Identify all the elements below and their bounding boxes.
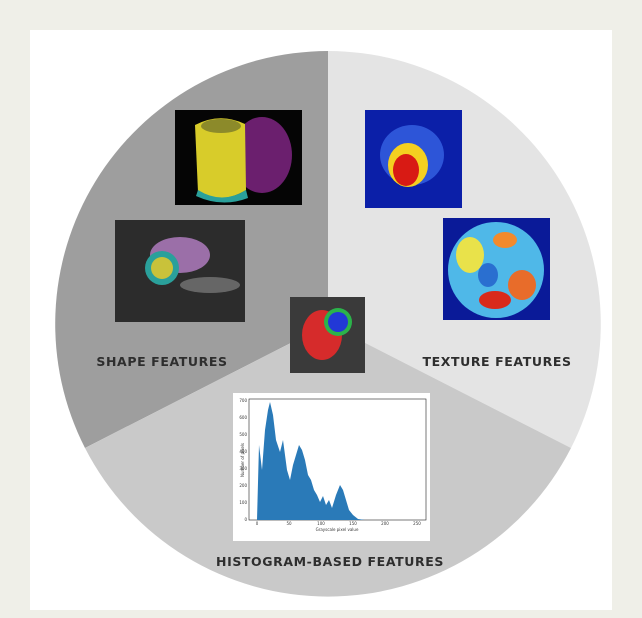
- y-tick-label: 100: [239, 500, 247, 505]
- y-tick-label: 700: [239, 398, 247, 403]
- histogram-label: HISTOGRAM-BASED FEATURES: [216, 554, 444, 569]
- texture-image-large: [443, 218, 550, 320]
- mri-image: [115, 220, 245, 322]
- y-tick-label: 400: [239, 449, 247, 454]
- shape-label: SHAPE FEATURES: [96, 354, 227, 369]
- x-tick-label: 200: [381, 521, 389, 526]
- y-tick-label: 600: [239, 415, 247, 420]
- y-tick-label: 0: [244, 517, 247, 522]
- histogram-ticks: 0 50 100 150 200 250 0 100 200 300 400 500 600 700: [239, 398, 421, 526]
- x-tick-label: 150: [349, 521, 357, 526]
- y-tick-label: 500: [239, 432, 247, 437]
- x-tick-label: 50: [286, 521, 292, 526]
- x-tick-label: 100: [317, 521, 325, 526]
- x-tick-label: 250: [413, 521, 421, 526]
- y-tick-label: 200: [239, 483, 247, 488]
- y-axis-label: Number of pixels: [240, 443, 245, 477]
- texture-label: TEXTURE FEATURES: [422, 354, 571, 369]
- heart-3d-image: [175, 110, 302, 205]
- histogram-image: Number of pixels Grayscale pixel value 0…: [233, 393, 430, 541]
- center-mri-image: [290, 297, 365, 373]
- x-axis-label: Grayscale pixel value: [316, 527, 359, 532]
- texture-image-small: [365, 110, 462, 208]
- x-tick-label: 0: [256, 521, 259, 526]
- y-tick-label: 300: [239, 466, 247, 471]
